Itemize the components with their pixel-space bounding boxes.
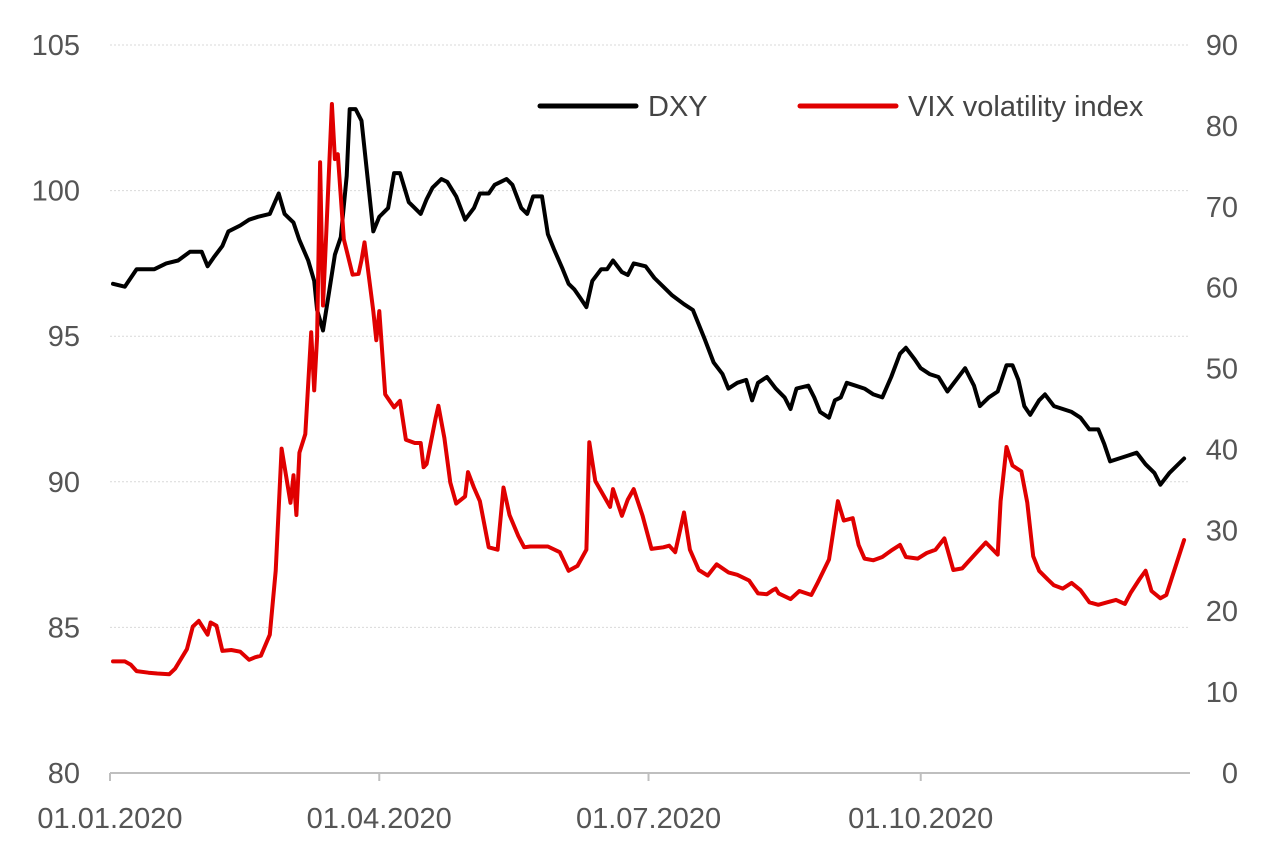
series-line-vix-volatility-index (111, 102, 1187, 677)
y-right-tick-label: 50 (1206, 354, 1238, 386)
y-right-tick-label: 10 (1206, 677, 1238, 709)
y-right-tick-label: 30 (1206, 515, 1238, 547)
series-line-dxy (111, 107, 1187, 487)
y-right-tick-label: 20 (1206, 596, 1238, 628)
y-left-tick-label: 80 (48, 758, 80, 790)
y-right-tick-label: 40 (1206, 434, 1238, 466)
y-left-tick-label: 90 (48, 467, 80, 499)
y-right-tick-label: 70 (1206, 192, 1238, 224)
x-tick-label: 01.01.2020 (37, 803, 182, 835)
y-right-tick-label: 80 (1206, 111, 1238, 143)
series-lines (111, 102, 1187, 677)
x-tick-label: 01.10.2020 (848, 803, 993, 835)
x-tick-label: 01.07.2020 (576, 803, 721, 835)
y-left-tick-label: 105 (32, 30, 80, 62)
y-left-tick-label: 95 (48, 321, 80, 353)
y-right-tick-label: 0 (1222, 758, 1238, 790)
legend: DXY VIX volatility index (537, 91, 1144, 123)
gridlines (110, 44, 1190, 628)
y-right-tick-label: 90 (1206, 30, 1238, 62)
legend-label: DXY (648, 91, 708, 123)
legend-label: VIX volatility index (908, 91, 1144, 123)
axes: 80 85 90 95 100 105 0 10 20 30 40 50 60 70 80 90 01.01.2… (32, 30, 1238, 835)
y-right-tick-label: 60 (1206, 273, 1238, 305)
y-left-tick-label: 100 (32, 176, 80, 208)
y-left-tick-label: 85 (48, 612, 80, 644)
x-tick-label: 01.04.2020 (307, 803, 452, 835)
